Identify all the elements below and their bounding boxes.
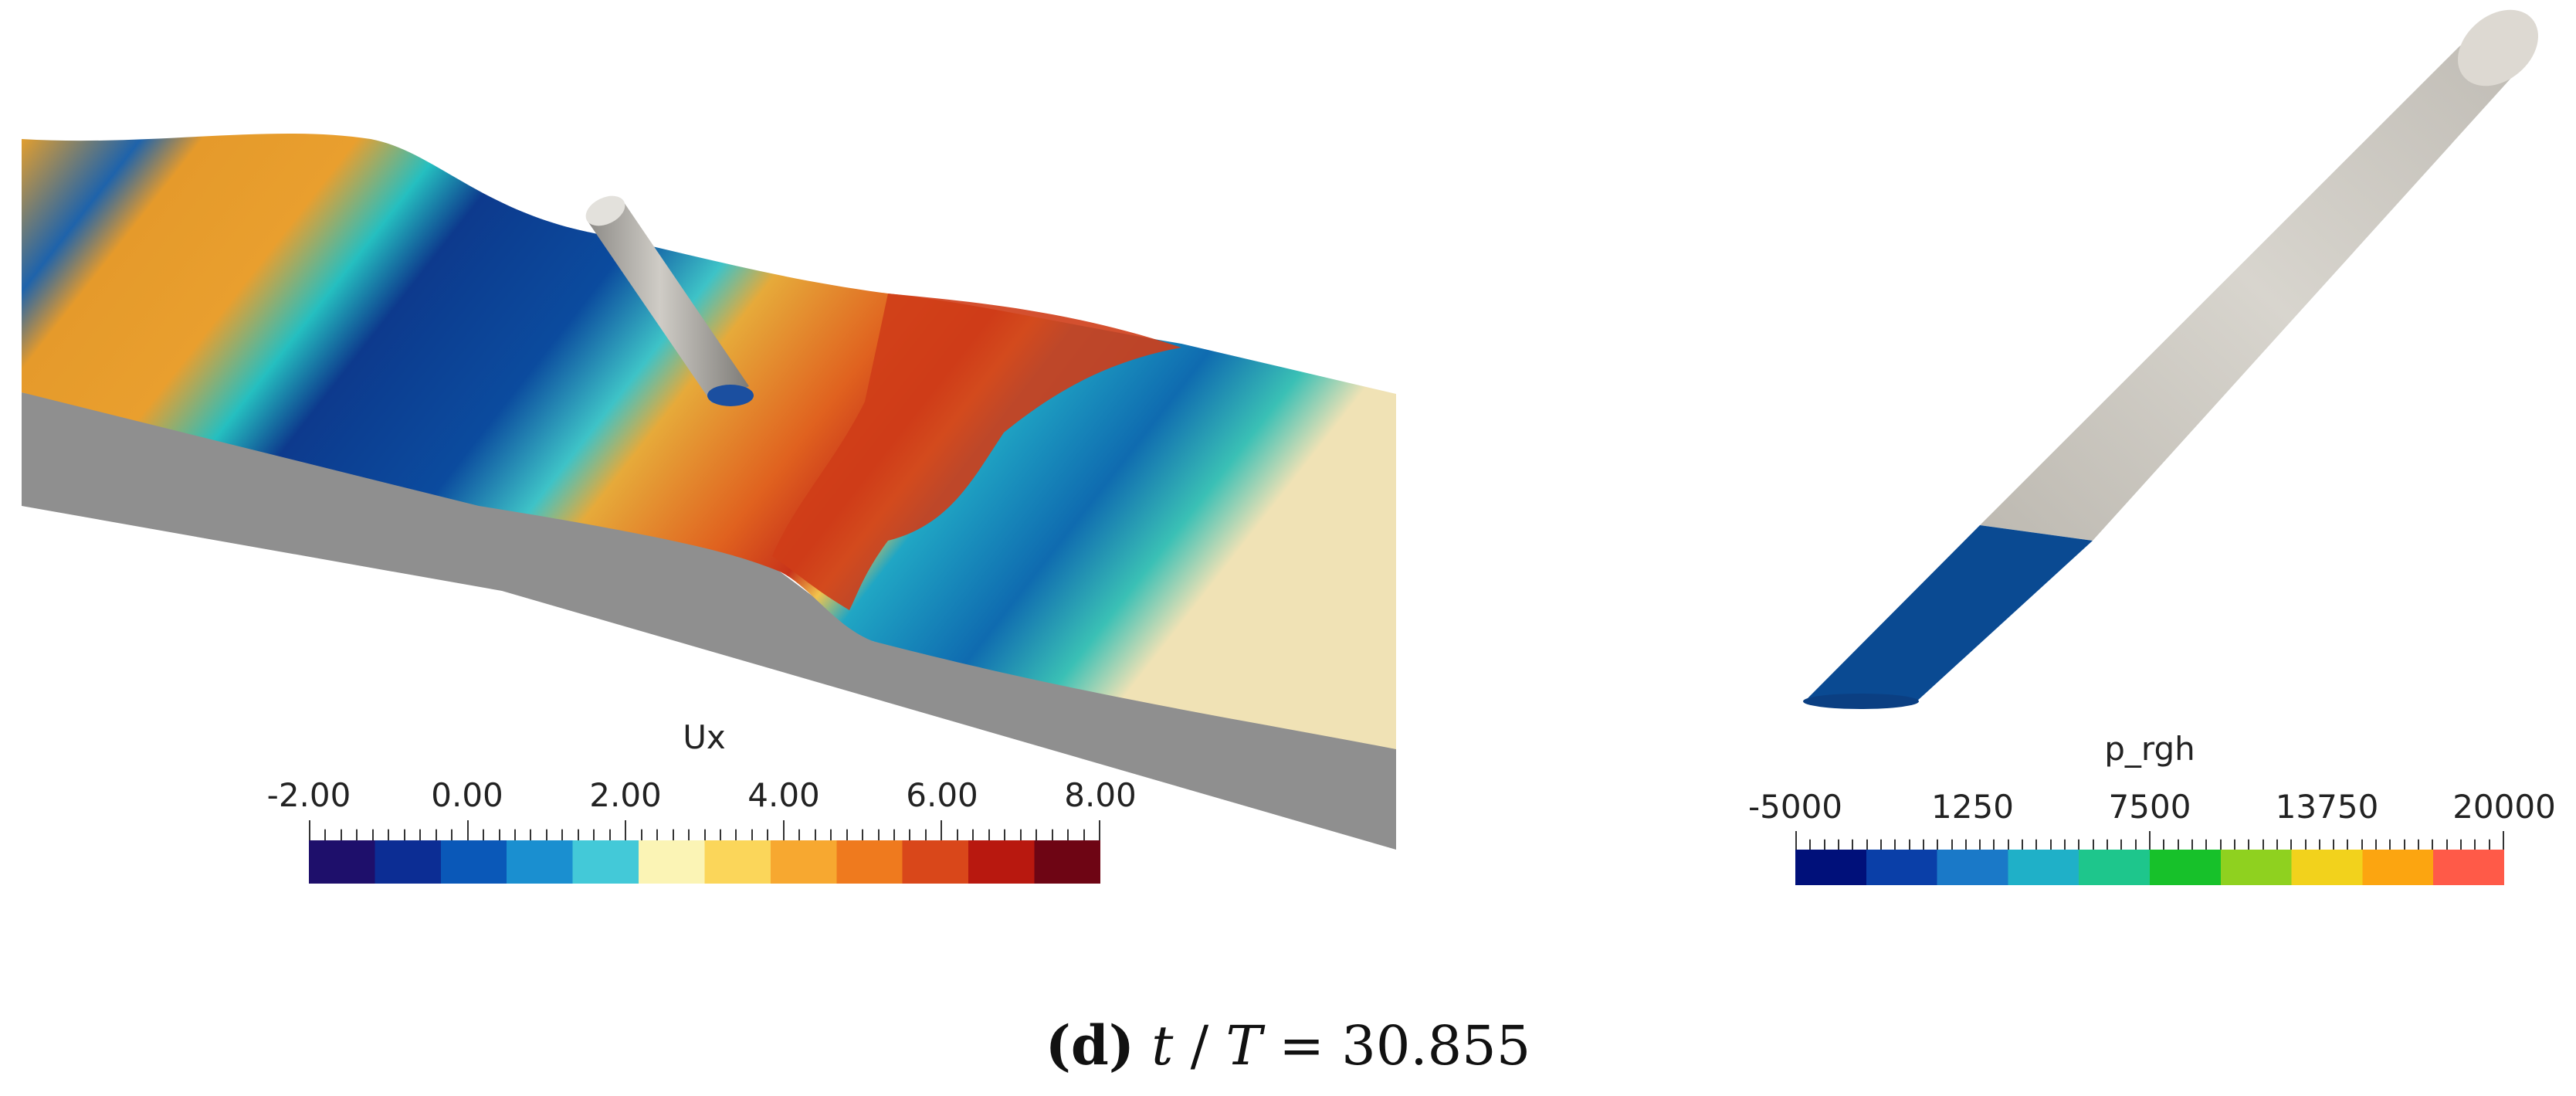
ux-tick-label: 2.00 <box>589 776 662 814</box>
figure-caption: (d) t / T = 30.855 <box>1046 1013 1530 1077</box>
ux-tick-label: 4.00 <box>747 776 820 814</box>
prgh-tick-label: 7500 <box>2108 788 2191 826</box>
ux-colorbar-ticks <box>309 820 1100 840</box>
prgh-colorbar-title: p_rgh <box>2104 730 2195 768</box>
cylinder-pressure-render <box>1803 9 2538 709</box>
caption-equals: = <box>1262 1014 1342 1077</box>
caption-label: (d) <box>1045 1013 1134 1077</box>
prgh-colorbar <box>1795 850 2504 885</box>
ux-tick-label: 8.00 <box>1064 776 1137 814</box>
caption-slash: / <box>1173 1014 1226 1077</box>
ux-tick-label: -2.00 <box>266 776 351 814</box>
prgh-tick-label: 20000 <box>2452 788 2556 826</box>
prgh-tick-label: -5000 <box>1747 788 1843 826</box>
prgh-tick-label: 13750 <box>2275 788 2379 826</box>
breaking-crest <box>772 294 1181 610</box>
caption-period: T <box>1225 1014 1263 1077</box>
ux-tick-label: 0.00 <box>431 776 503 814</box>
caption-variable: t <box>1151 1014 1174 1077</box>
ux-colorbar <box>309 840 1100 884</box>
water-surface <box>22 133 1396 750</box>
prgh-colorbar-ticks <box>1795 831 2504 850</box>
ux-colorbar-title: Ux <box>683 718 726 756</box>
caption-value: 30.855 <box>1341 1014 1531 1077</box>
channel-wall <box>22 392 1396 850</box>
wave-field-render <box>22 133 1396 850</box>
prgh-tick-label: 1250 <box>1931 788 2014 826</box>
ux-tick-label: 6.00 <box>906 776 978 814</box>
cylinder-body <box>1803 9 2538 709</box>
cylinder-pile <box>585 195 754 406</box>
